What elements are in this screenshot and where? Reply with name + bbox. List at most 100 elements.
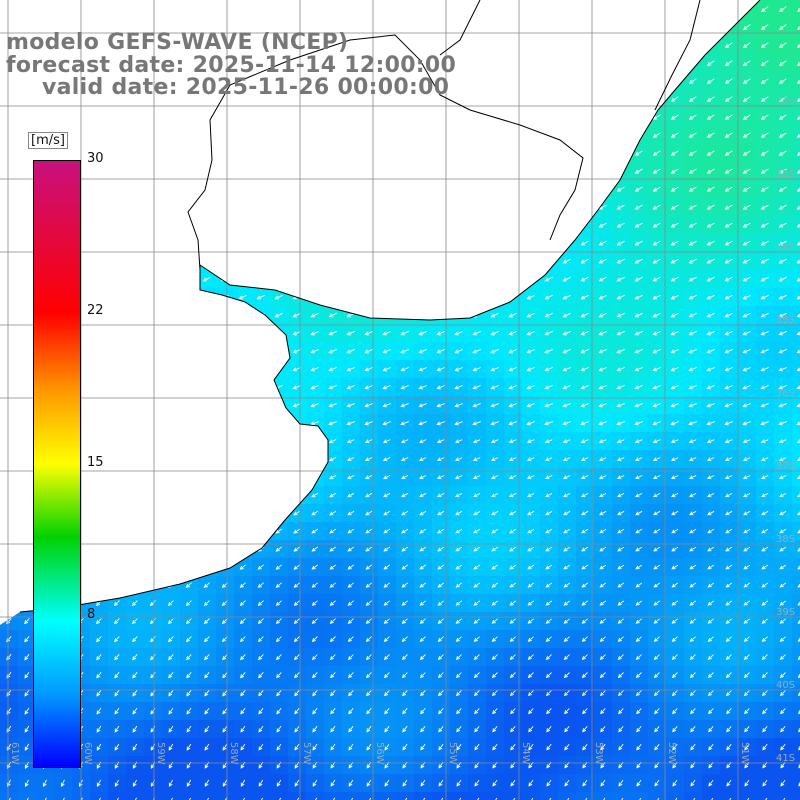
wind-cell bbox=[774, 792, 793, 800]
wind-cell bbox=[792, 180, 800, 199]
wind-cell bbox=[792, 288, 800, 307]
wind-cell bbox=[0, 792, 19, 800]
wind-cell bbox=[360, 792, 379, 800]
wind-cell bbox=[792, 162, 800, 181]
colorbar-label-22: 22 bbox=[87, 303, 104, 318]
wind-cell bbox=[504, 792, 523, 800]
wind-cell bbox=[522, 792, 541, 800]
wind-cell bbox=[792, 306, 800, 325]
wind-cell bbox=[792, 450, 800, 469]
longitude-label: 61W bbox=[9, 742, 20, 765]
wind-cell bbox=[216, 792, 235, 800]
wind-cell bbox=[792, 540, 800, 559]
wind-cell bbox=[792, 522, 800, 541]
longitude-label: 60W bbox=[82, 742, 93, 765]
wind-cell bbox=[792, 198, 800, 217]
wind-cell bbox=[468, 792, 487, 800]
wind-cell bbox=[90, 792, 109, 800]
wind-cell bbox=[180, 792, 199, 800]
wind-cell bbox=[792, 666, 800, 685]
wind-cell bbox=[792, 792, 800, 800]
wind-cell bbox=[684, 792, 703, 800]
colorbar-label-30: 30 bbox=[87, 151, 104, 166]
wind-cell bbox=[792, 648, 800, 667]
wind-cell bbox=[108, 792, 127, 800]
wind-cell bbox=[792, 396, 800, 415]
valid-date: valid date: 2025-11-26 00:00:00 bbox=[42, 75, 450, 100]
wind-cell bbox=[792, 36, 800, 55]
colorbar bbox=[33, 160, 81, 768]
wind-cell bbox=[540, 792, 559, 800]
wind-cell bbox=[126, 792, 145, 800]
wind-cell bbox=[666, 792, 685, 800]
wind-cell bbox=[396, 792, 415, 800]
wind-cell bbox=[792, 54, 800, 73]
wind-cell bbox=[792, 630, 800, 649]
wind-cell bbox=[594, 792, 613, 800]
longitude-label: 54W bbox=[520, 742, 531, 765]
wind-cell bbox=[720, 792, 739, 800]
latitude-label: 34S bbox=[776, 242, 795, 253]
wind-cell bbox=[162, 792, 181, 800]
wind-cell bbox=[792, 0, 800, 19]
longitude-label: 59W bbox=[155, 742, 166, 765]
wind-cell bbox=[792, 324, 800, 343]
wind-cell bbox=[792, 378, 800, 397]
wind-cell bbox=[792, 360, 800, 379]
wind-cell bbox=[306, 792, 325, 800]
wind-cell bbox=[648, 792, 667, 800]
wind-cell bbox=[702, 792, 721, 800]
wind-cell bbox=[432, 792, 451, 800]
latitude-label: 32S bbox=[776, 96, 795, 107]
wind-cell bbox=[612, 792, 631, 800]
wind-cell bbox=[558, 792, 577, 800]
wind-cell bbox=[342, 792, 361, 800]
wind-cell bbox=[414, 792, 433, 800]
wind-cell bbox=[792, 90, 800, 109]
wind-cell bbox=[270, 792, 289, 800]
wind-cell bbox=[792, 144, 800, 163]
wind-cell bbox=[792, 216, 800, 235]
model-title: modelo GEFS-WAVE (NCEP) bbox=[6, 30, 349, 55]
longitude-label: 53W bbox=[593, 742, 604, 765]
wind-cell bbox=[756, 792, 775, 800]
wind-cell bbox=[378, 792, 397, 800]
wind-cell bbox=[792, 504, 800, 523]
wind-cell bbox=[792, 558, 800, 577]
wind-cell bbox=[792, 108, 800, 127]
longitude-label: 56W bbox=[374, 742, 385, 765]
wind-cell bbox=[486, 792, 505, 800]
wind-cell bbox=[792, 18, 800, 37]
wind-cell bbox=[792, 432, 800, 451]
wind-cell bbox=[198, 792, 217, 800]
wind-cell bbox=[36, 792, 55, 800]
wind-cell bbox=[252, 792, 271, 800]
wind-cell bbox=[792, 774, 800, 793]
longitude-label: 52W bbox=[666, 742, 677, 765]
wind-cell bbox=[792, 576, 800, 595]
longitude-label: 58W bbox=[228, 742, 239, 765]
wind-cell bbox=[792, 468, 800, 487]
wind-cell bbox=[234, 792, 253, 800]
wind-cell bbox=[792, 234, 800, 253]
wind-cell bbox=[450, 792, 469, 800]
latitude-label: 39S bbox=[776, 607, 795, 618]
latitude-label: 41S bbox=[776, 753, 795, 764]
wind-cell bbox=[18, 792, 37, 800]
wind-cell bbox=[792, 684, 800, 703]
wind-cell bbox=[792, 342, 800, 361]
latitude-label: 36S bbox=[776, 388, 795, 399]
wind-cell bbox=[792, 270, 800, 289]
longitude-label: 55W bbox=[447, 742, 458, 765]
wind-cell bbox=[792, 414, 800, 433]
latitude-label: 37S bbox=[776, 461, 795, 472]
latitude-label: 38S bbox=[776, 534, 795, 545]
colorbar-unit: [m/s] bbox=[28, 132, 68, 149]
wind-cell bbox=[324, 792, 343, 800]
longitude-label: 57W bbox=[301, 742, 312, 765]
wind-cell bbox=[792, 594, 800, 613]
colorbar-label-15: 15 bbox=[87, 455, 104, 470]
wind-cell bbox=[630, 792, 649, 800]
colorbar-label-8: 8 bbox=[87, 607, 96, 622]
